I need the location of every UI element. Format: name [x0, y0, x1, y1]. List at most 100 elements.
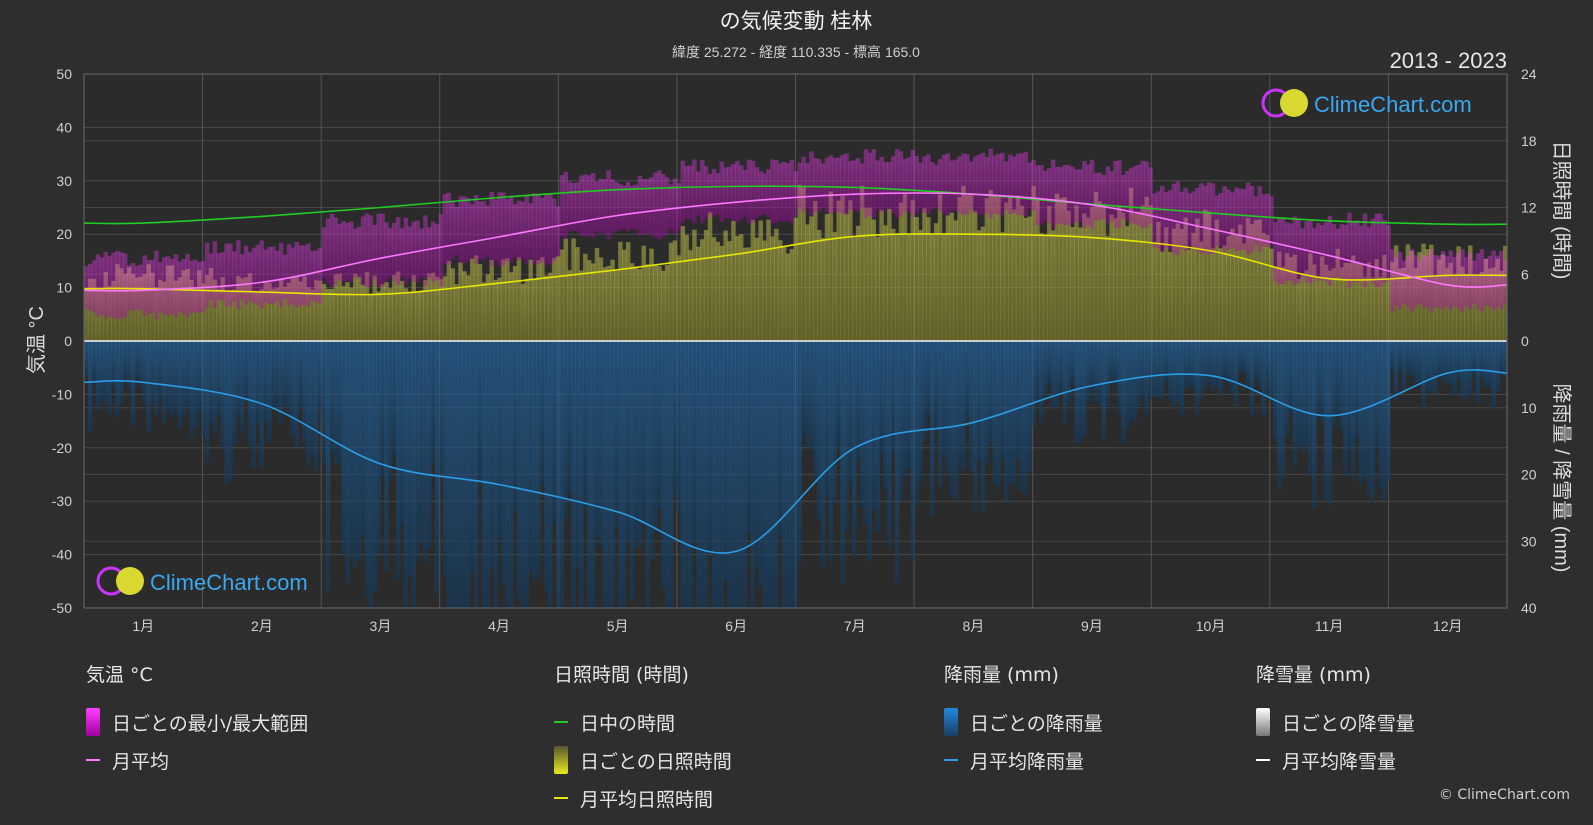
daily-rain-bar: [797, 341, 802, 563]
daily-sunshine-bar: [660, 270, 666, 341]
daily-rain-bar: [1491, 341, 1496, 409]
daily-rain-bar: [1074, 341, 1079, 444]
daily-sunshine-bar: [505, 258, 510, 341]
daily-temp-range-bar: [1050, 159, 1056, 229]
daily-sunshine-bar: [450, 268, 455, 341]
daily-temp-range-bar: [1479, 249, 1485, 312]
daily-rain-bar: [1292, 341, 1298, 467]
daily-rain-bar: [676, 341, 682, 512]
y-left-tick-label: -30: [52, 493, 72, 509]
daily-rain-bar: [1237, 341, 1243, 373]
daily-sunshine-bar: [625, 242, 631, 341]
x-tick-label: 9月: [1081, 618, 1103, 634]
daily-temp-range-bar: [879, 157, 884, 213]
daily-sunshine-bar: [372, 275, 377, 341]
y-right-top-tick-label: 12: [1521, 200, 1537, 216]
daily-rain-bar: [672, 341, 678, 496]
series-line-rain-mean: [83, 369, 1508, 554]
daily-sunshine-bar: [349, 287, 354, 341]
daily-sunshine-bar: [376, 291, 381, 341]
daily-sunshine-bar: [337, 273, 342, 341]
daily-sunshine-bar: [1300, 273, 1305, 341]
daily-rain-bar: [875, 341, 880, 532]
daily-temp-range-bar: [1011, 156, 1017, 213]
daily-rain-bar: [1382, 341, 1387, 501]
daily-temp-range-bar: [275, 250, 280, 302]
daily-temp-range-bar: [1397, 251, 1403, 310]
legend-temperature: 気温 °C 日ごとの最小/最大範囲 月平均: [86, 660, 308, 779]
daily-sunshine-bar: [754, 237, 760, 341]
daily-sunshine-bar: [618, 241, 623, 341]
daily-rain-bar: [1339, 341, 1344, 431]
daily-sunshine-bar: [1191, 232, 1196, 341]
daily-temp-range-bar: [1440, 251, 1446, 311]
daily-temp-range-bar: [699, 160, 705, 224]
daily-temp-range-bar: [586, 175, 592, 237]
daily-temp-range-bar: [1292, 216, 1298, 286]
daily-sunshine-bar: [664, 264, 670, 341]
daily-rain-bar: [692, 341, 697, 542]
daily-temp-range-bar: [1132, 166, 1138, 225]
daily-temp-range-bar: [473, 195, 479, 264]
daily-rain-bar: [863, 341, 869, 525]
daily-rain-bar: [1296, 341, 1301, 448]
daily-temp-range-bar: [1089, 159, 1095, 229]
daily-sunshine-bar: [212, 279, 218, 341]
x-tick-label: 8月: [962, 618, 984, 634]
daily-sunshine-bar: [793, 217, 799, 341]
daily-temp-range-bar: [208, 253, 214, 300]
daily-temp-range-bar: [450, 201, 455, 260]
daily-temp-range-bar: [544, 193, 549, 266]
daily-rain-bar: [1124, 341, 1130, 429]
daily-sunshine-bar: [1082, 213, 1087, 341]
daily-sunshine-bar: [961, 185, 966, 341]
daily-temp-range-bar: [1475, 253, 1481, 309]
daily-rain-bar: [239, 341, 245, 433]
daily-temp-range-bar: [177, 261, 183, 313]
daily-temp-range-bar: [1078, 169, 1083, 223]
daily-sunshine-bar: [1358, 263, 1364, 341]
daily-sunshine-bar: [497, 277, 502, 341]
daily-rain-bar: [1495, 341, 1500, 393]
series-line-temp-mean: [83, 192, 1508, 292]
daily-rain-bar: [1101, 341, 1107, 443]
daily-sunshine-bar: [1085, 217, 1091, 341]
watermark-text: ClimeChart.com: [1314, 92, 1472, 117]
daily-temp-range-bar: [1288, 223, 1294, 281]
daily-temp-range-bar: [540, 197, 545, 262]
daily-temp-range-bar: [559, 174, 565, 237]
daily-sunshine-bar: [520, 283, 526, 341]
daily-temp-range-bar: [438, 214, 444, 287]
daily-temp-range-bar: [1191, 191, 1196, 249]
daily-temp-range-bar: [758, 171, 763, 216]
daily-temp-range-bar: [317, 247, 323, 304]
daily-temp-range-bar: [801, 156, 806, 213]
daily-sunshine-bar: [996, 196, 1001, 341]
daily-temp-range-bar: [185, 254, 190, 318]
daily-temp-range-bar: [738, 165, 744, 220]
daily-temp-range-bar: [107, 255, 112, 316]
daily-sunshine-bar: [766, 219, 771, 341]
daily-sunshine-bar: [824, 214, 830, 341]
daily-temp-range-bar: [99, 257, 105, 315]
daily-rain-bar: [278, 341, 284, 424]
daily-sunshine-bar: [898, 202, 904, 341]
daily-temp-range-bar: [1464, 257, 1469, 307]
daily-rain-bar: [91, 341, 97, 381]
daily-temp-range-bar: [859, 163, 865, 209]
daily-temp-range-bar: [653, 172, 658, 238]
legend-item: 日ごとの日照時間: [554, 741, 732, 779]
daily-temp-range-bar: [321, 227, 327, 279]
daily-temp-range-bar: [567, 181, 572, 232]
legend-label: 日中の時間: [580, 712, 676, 735]
daily-sunshine-bar: [1401, 267, 1407, 341]
daily-rain-bar: [641, 341, 647, 525]
daily-temp-range-bar: [1327, 215, 1333, 286]
daily-rain-bar: [606, 341, 611, 608]
daily-temp-range-bar: [1171, 183, 1177, 254]
daily-temp-range-bar: [1358, 225, 1364, 280]
daily-rain-bar: [1035, 341, 1040, 404]
daily-sunshine-bar: [1202, 209, 1208, 341]
daily-temp-range-bar: [1269, 196, 1274, 246]
daily-temp-range-bar: [984, 156, 990, 213]
